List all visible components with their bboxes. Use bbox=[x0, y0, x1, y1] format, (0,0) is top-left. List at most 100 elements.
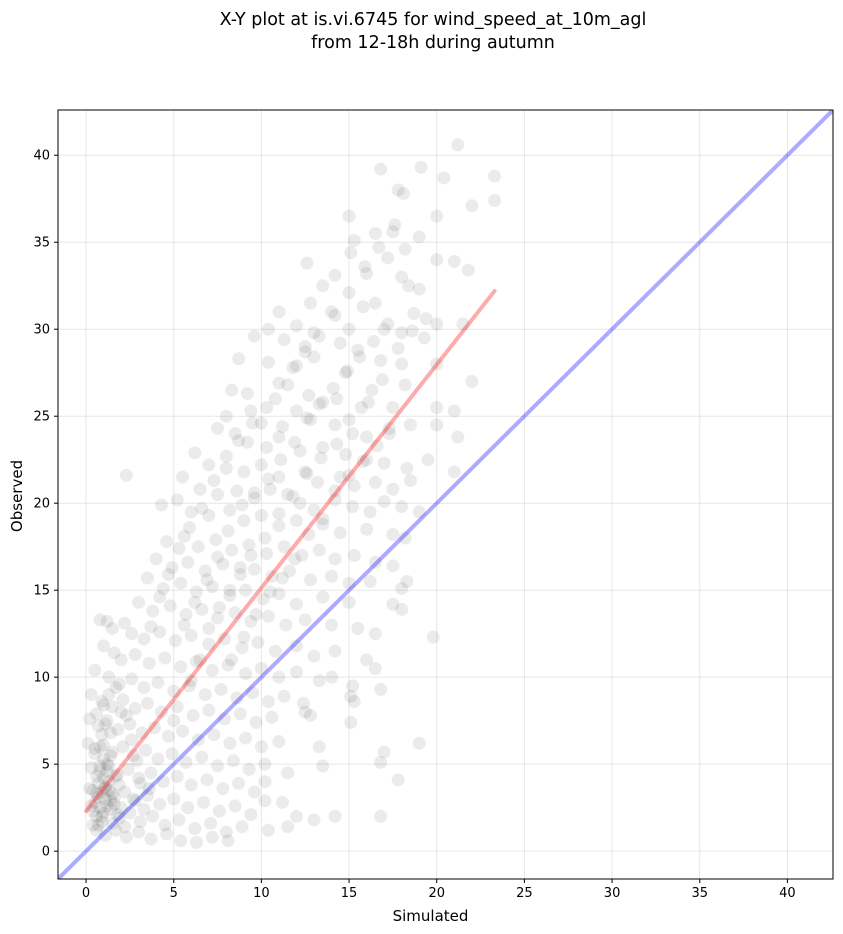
scatter-point bbox=[221, 524, 235, 538]
scatter-point bbox=[172, 541, 186, 555]
scatter-point bbox=[91, 790, 105, 804]
scatter-point bbox=[412, 230, 426, 244]
scatter-point bbox=[97, 806, 111, 820]
scatter-point bbox=[312, 740, 326, 754]
scatter-point bbox=[274, 453, 288, 467]
scatter-point bbox=[244, 404, 258, 418]
scatter-point bbox=[347, 233, 361, 247]
scatter-point bbox=[97, 639, 111, 653]
scatter-point bbox=[363, 574, 377, 588]
scatter-point bbox=[342, 468, 356, 482]
scatter-point bbox=[144, 832, 158, 846]
scatter-points bbox=[81, 138, 502, 849]
scatter-point bbox=[211, 759, 225, 773]
scatter-point bbox=[118, 785, 132, 799]
scatter-point bbox=[149, 552, 163, 566]
scatter-point bbox=[140, 696, 154, 710]
scatter-point bbox=[368, 296, 382, 310]
scatter-point bbox=[128, 701, 142, 715]
scatter-point bbox=[95, 815, 109, 829]
scatter-point bbox=[330, 437, 344, 451]
scatter-point bbox=[119, 708, 133, 722]
scatter-point bbox=[377, 745, 391, 759]
scatter-point bbox=[165, 747, 179, 761]
scatter-point bbox=[125, 672, 139, 686]
scatter-point bbox=[158, 651, 172, 665]
scatter-point bbox=[402, 279, 416, 293]
scatter-point bbox=[216, 782, 230, 796]
scatter-point bbox=[247, 486, 261, 500]
scatter-point bbox=[105, 787, 119, 801]
scatter-point bbox=[339, 366, 353, 380]
scatter-point bbox=[90, 787, 104, 801]
y-tick-label: 20 bbox=[33, 497, 50, 512]
scatter-point bbox=[84, 688, 98, 702]
scatter-point bbox=[272, 735, 286, 749]
scatter-point bbox=[328, 308, 342, 322]
scatter-point bbox=[111, 808, 125, 822]
scatter-point bbox=[461, 263, 475, 277]
scatter-point bbox=[184, 674, 198, 688]
scatter-point bbox=[261, 355, 275, 369]
scatter-point bbox=[104, 794, 118, 808]
scatter-point bbox=[386, 225, 400, 239]
scatter-point bbox=[346, 500, 360, 514]
scatter-point bbox=[100, 757, 114, 771]
scatter-point bbox=[232, 776, 246, 790]
scatter-point bbox=[239, 731, 253, 745]
scatter-point bbox=[342, 413, 356, 427]
scatter-point bbox=[205, 830, 219, 844]
scatter-point bbox=[100, 764, 114, 778]
scatter-point bbox=[386, 597, 400, 611]
scatter-point bbox=[328, 552, 342, 566]
scatter-point bbox=[426, 630, 440, 644]
scatter-point bbox=[223, 503, 237, 517]
y-tick-label: 5 bbox=[42, 758, 50, 773]
scatter-point bbox=[233, 707, 247, 721]
scatter-point bbox=[377, 456, 391, 470]
scatter-point bbox=[354, 401, 368, 415]
scatter-point bbox=[407, 307, 421, 321]
scatter-point bbox=[300, 467, 314, 481]
scatter-point bbox=[214, 682, 228, 696]
scatter-point bbox=[342, 322, 356, 336]
scatter-point bbox=[237, 514, 251, 528]
scatter-point bbox=[142, 782, 156, 796]
scatter-point bbox=[244, 548, 258, 562]
scatter-point bbox=[258, 794, 272, 808]
scatter-point bbox=[405, 324, 419, 338]
scatter-point bbox=[302, 528, 316, 542]
scatter-point bbox=[312, 543, 326, 557]
scatter-point bbox=[388, 218, 402, 232]
scatter-point bbox=[346, 427, 360, 441]
scatter-point bbox=[111, 722, 125, 736]
scatter-point bbox=[244, 615, 258, 629]
scatter-point bbox=[360, 522, 374, 536]
scatter-point bbox=[156, 775, 170, 789]
scatter-point bbox=[386, 482, 400, 496]
scatter-point bbox=[333, 470, 347, 484]
scatter-point bbox=[391, 773, 405, 787]
scatter-point bbox=[368, 661, 382, 675]
scatter-point bbox=[119, 468, 133, 482]
scatter-point bbox=[104, 748, 118, 762]
scatter-point bbox=[151, 752, 165, 766]
scatter-point bbox=[272, 430, 286, 444]
scatter-point bbox=[316, 517, 330, 531]
y-tick-label: 10 bbox=[33, 671, 50, 686]
scatter-point bbox=[202, 703, 216, 717]
scatter-point bbox=[167, 792, 181, 806]
scatter-point bbox=[93, 801, 107, 815]
scatter-point bbox=[202, 458, 216, 472]
scatter-point bbox=[254, 508, 268, 522]
scatter-point bbox=[272, 507, 286, 521]
scatter-point bbox=[281, 488, 295, 501]
scatter-point bbox=[133, 815, 147, 829]
scatter-point bbox=[83, 782, 97, 796]
scatter-point bbox=[328, 809, 342, 823]
scatter-point bbox=[488, 169, 502, 183]
scatter-point bbox=[93, 613, 107, 627]
scatter-point bbox=[275, 420, 289, 434]
scatter-point bbox=[98, 780, 112, 794]
scatter-point bbox=[386, 528, 400, 542]
